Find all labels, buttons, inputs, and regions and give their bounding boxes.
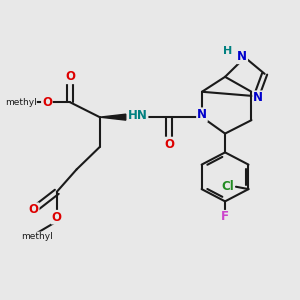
Text: methyl: methyl bbox=[21, 232, 53, 241]
Polygon shape bbox=[100, 114, 126, 120]
Text: methyl: methyl bbox=[4, 98, 36, 107]
Text: O: O bbox=[65, 70, 75, 83]
Text: Cl: Cl bbox=[222, 180, 234, 193]
Text: O: O bbox=[29, 203, 39, 216]
Text: O: O bbox=[52, 211, 62, 224]
Text: HN: HN bbox=[128, 109, 148, 122]
Text: O: O bbox=[164, 137, 174, 151]
Text: O: O bbox=[42, 96, 52, 109]
Text: N: N bbox=[197, 108, 207, 121]
Text: N: N bbox=[237, 50, 247, 63]
Text: H: H bbox=[223, 46, 232, 56]
Text: N: N bbox=[253, 91, 263, 104]
Text: F: F bbox=[221, 210, 229, 224]
